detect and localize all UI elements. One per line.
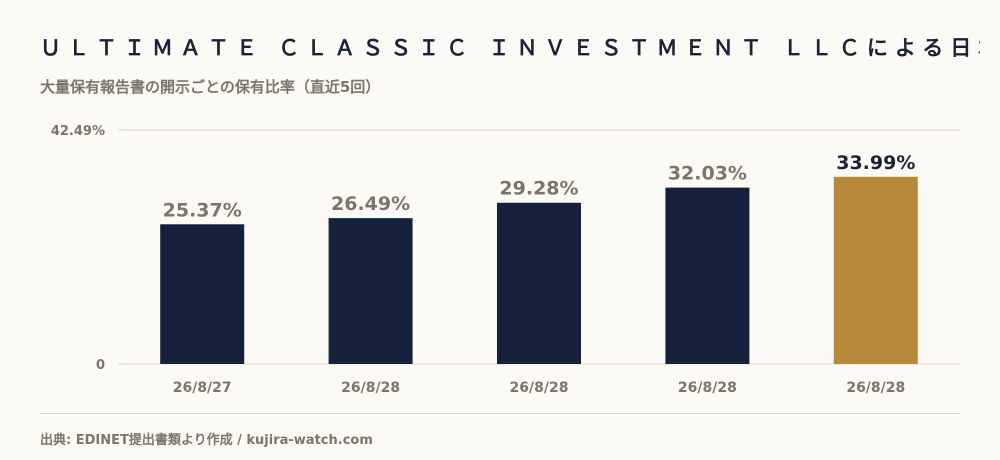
x-tick-label-2: 26/8/28	[341, 380, 400, 396]
y-tick-label-zero: 0	[96, 358, 105, 373]
bar-value-label-5: 33.99%	[836, 152, 915, 174]
footer-divider	[40, 413, 960, 414]
bar-3	[497, 202, 581, 364]
x-tick-label-4: 26/8/28	[678, 380, 737, 396]
bar-value-label-3: 29.28%	[499, 178, 578, 200]
bar-value-label-4: 32.03%	[668, 163, 747, 185]
chart-title: ＵＬＴＩＭＡＴＥ ＣＬＡＳＳＩＣ ＩＮＶＥＳＴＭＥＮＴ ＬＬＣによる日本製麻の保…	[40, 36, 980, 60]
x-tick-label-3: 26/8/28	[510, 380, 569, 396]
bar-1	[160, 224, 245, 364]
bar-2	[328, 218, 413, 364]
source-note: 出典: EDINET提出書類より作成 / kujira-watch.com	[40, 433, 373, 448]
bar-5	[833, 176, 918, 364]
bar-value-label-1: 25.37%	[163, 199, 242, 221]
chart-subtitle: 大量保有報告書の開示ごとの保有比率（直近5回）	[40, 78, 381, 96]
x-tick-label-5: 26/8/28	[846, 380, 905, 396]
bar-4	[665, 187, 750, 364]
x-tick-label-1: 26/8/27	[173, 380, 232, 396]
bar-value-label-2: 26.49%	[331, 193, 410, 215]
y-tick-label-max: 42.49%	[51, 124, 105, 139]
